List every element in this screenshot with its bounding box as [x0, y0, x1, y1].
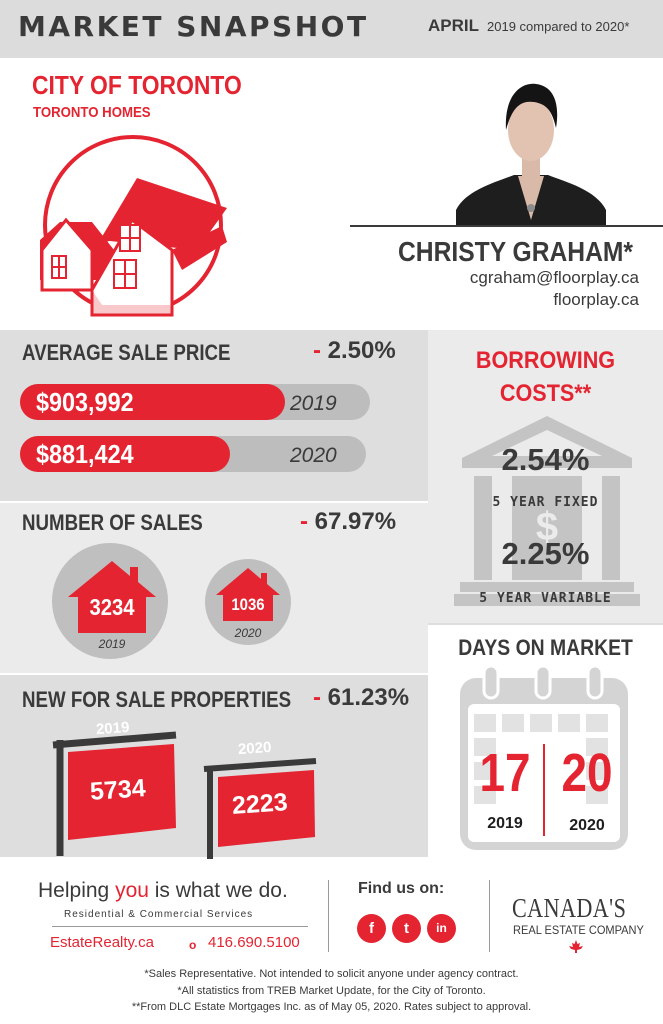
footnote: *All statistics from TREB Market Update,…: [177, 985, 486, 997]
average-sale-price-change: - 2.50%: [313, 337, 396, 364]
year-label: 2020: [234, 626, 262, 640]
number-of-sales-title: NUMBER OF SALES: [22, 510, 203, 535]
facebook-icon[interactable]: f: [357, 914, 386, 943]
tagline: Helping you is what we do.: [38, 879, 288, 902]
header-comparison: 2019 compared to 2020*: [487, 19, 630, 34]
maple-leaf-icon: [569, 940, 583, 953]
days-on-market-title: DAYS ON MARKET: [458, 635, 633, 660]
page-title: MARKET SNAPSHOT: [18, 10, 369, 43]
sales-2020-value: 1036: [231, 595, 265, 614]
new-listings-2020: 2223: [231, 788, 289, 820]
year-label: 2020: [290, 444, 337, 467]
year-label: 2019: [98, 637, 126, 651]
for-sale-sign-icon: [203, 758, 317, 859]
divider: [489, 880, 490, 952]
rate-variable-value: 2.25%: [501, 536, 590, 571]
new-for-sale-title: NEW FOR SALE PROPERTIES: [22, 687, 292, 712]
borrowing-costs-title: BORROWING COSTS**: [475, 347, 616, 408]
linkedin-icon[interactable]: in: [427, 914, 456, 943]
bar-fill: [20, 436, 230, 472]
agent-email[interactable]: cgraham@floorplay.ca: [469, 268, 639, 287]
city-title: CITY OF TORONTO: [32, 70, 242, 100]
average-sale-price-title: AVERAGE SALE PRICE: [22, 340, 231, 365]
number-of-sales-change: - 67.97%: [300, 508, 397, 535]
brand-logo-text: CANADA'S: [512, 893, 627, 923]
agent-website[interactable]: floorplay.ca: [553, 290, 639, 309]
bank-icon: $: [454, 416, 640, 606]
sales-2019-value: 3234: [89, 594, 135, 620]
calendar-icon: [460, 664, 628, 850]
rate-fixed-value: 2.54%: [501, 442, 590, 477]
footnote: *Sales Representative. Not intended to s…: [144, 968, 519, 980]
house-icon: [68, 561, 156, 633]
phone-number[interactable]: 416.690.5100: [208, 934, 300, 951]
rate-fixed-label: 5 YEAR FIXED: [492, 495, 599, 510]
divider: [350, 225, 663, 227]
days-2020-value: 20: [561, 743, 613, 803]
footnote: **From DLC Estate Mortgages Inc. as of M…: [131, 1001, 532, 1013]
find-us-label: Find us on:: [358, 880, 445, 897]
city-subtitle: TORONTO HOMES: [33, 104, 151, 121]
new-for-sale-change: - 61.23%: [313, 684, 410, 711]
sign-year: 2020: [237, 738, 272, 759]
sign-year: 2019: [95, 718, 130, 739]
phone-icon: o: [189, 938, 197, 952]
agent-photo: [456, 70, 606, 226]
company-website-link[interactable]: EstateRealty.ca: [50, 934, 154, 951]
year-label: 2019: [487, 815, 523, 832]
twitter-icon[interactable]: t: [392, 914, 421, 943]
house-icon: [216, 568, 280, 621]
divider: [328, 880, 329, 952]
days-2019-value: 17: [479, 743, 531, 803]
agent-name: CHRISTY GRAHAM*: [398, 236, 634, 267]
year-label: 2019: [290, 392, 337, 415]
brand-subtitle: REAL ESTATE COMPANY: [513, 923, 644, 937]
new-listings-2019: 5734: [89, 774, 147, 806]
average-price-2019: $903,992: [36, 387, 134, 417]
rate-variable-label: 5 YEAR VARIABLE: [479, 591, 612, 606]
header-bar: [0, 0, 663, 58]
header-month: APRIL: [428, 16, 479, 35]
services-text: Residential & Commercial Services: [64, 909, 254, 920]
year-label: 2020: [569, 817, 605, 834]
divider: [428, 623, 663, 625]
divider: [52, 926, 308, 927]
average-price-2020: $881,424: [36, 439, 134, 469]
svg-text:$: $: [536, 505, 558, 549]
bar-fill: [20, 384, 285, 420]
homes-icon: [40, 135, 227, 317]
for-sale-sign-icon: [52, 731, 177, 856]
